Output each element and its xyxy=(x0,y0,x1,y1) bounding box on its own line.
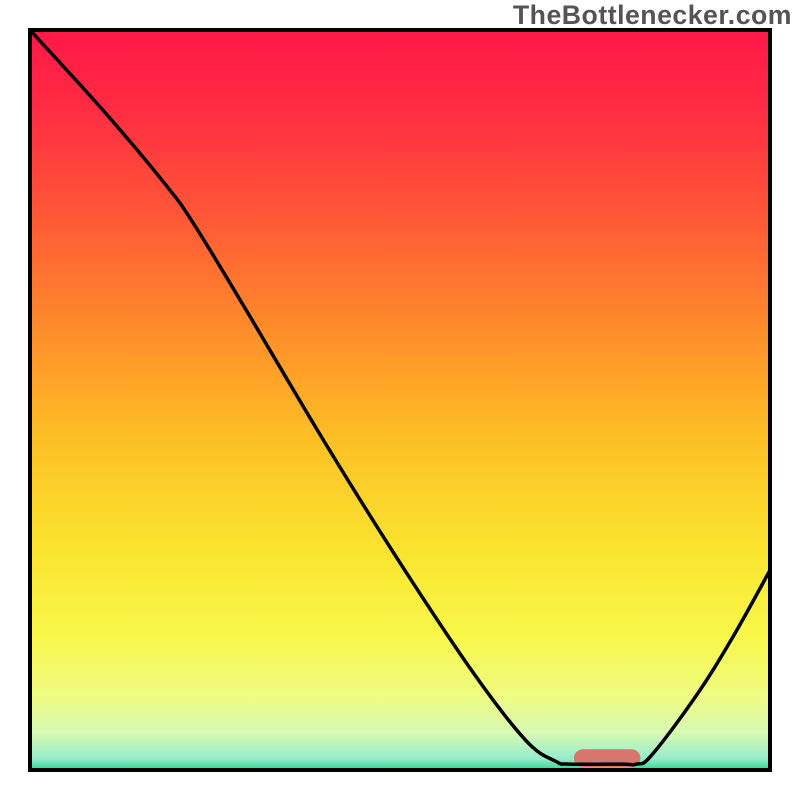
bottleneck-chart: TheBottlenecker.com xyxy=(0,0,800,800)
chart-svg xyxy=(0,0,800,800)
chart-background xyxy=(30,30,770,770)
